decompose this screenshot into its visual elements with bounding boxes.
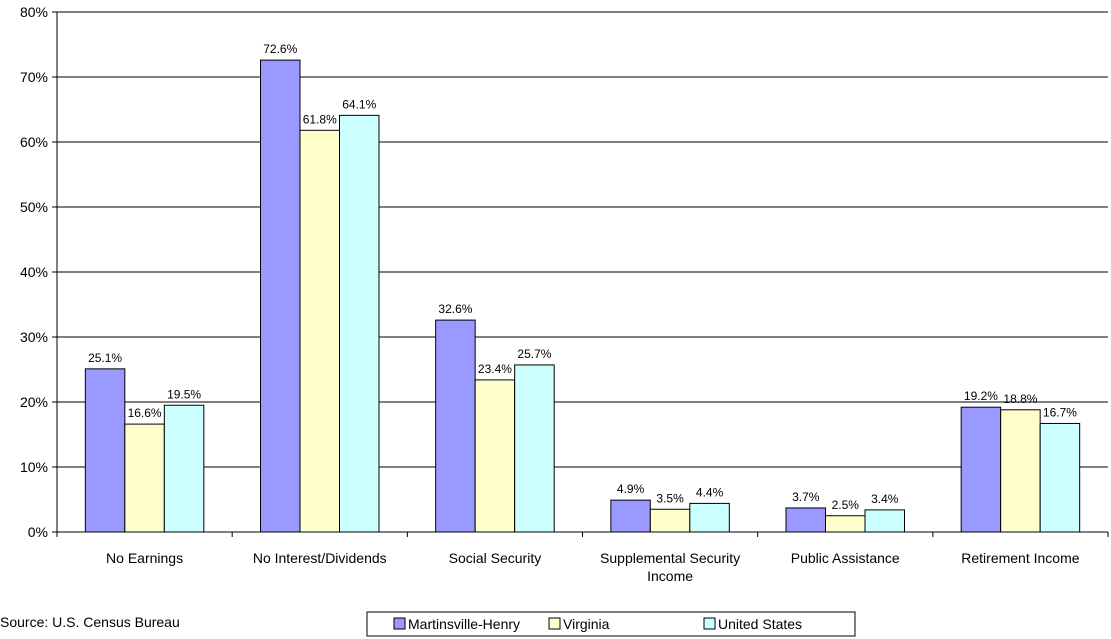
legend: Martinsville-Henry Virginia United States [366, 611, 856, 637]
source-note: Source: U.S. Census Bureau [0, 614, 180, 630]
y-tick-label: 80% [20, 4, 48, 20]
data-label: 61.8% [303, 112, 337, 126]
legend-label: Virginia [563, 616, 610, 632]
y-tick-label: 50% [20, 199, 48, 215]
data-label: 4.4% [696, 485, 724, 499]
bar [649, 508, 691, 533]
axes: 0% 10% 20% 30% 40% 50% 60% 70% 80% No Earnings No … [20, 4, 1109, 584]
data-labels: 25.1% 16.6% 19.5% 72.6% 61.8% 64.1% 32.6% 23.4%… [88, 42, 1077, 512]
y-tick-label: 70% [20, 69, 48, 85]
y-tick-label: 60% [20, 134, 48, 150]
data-label: 2.5% [832, 498, 860, 512]
legend-label: Martinsville-Henry [408, 616, 520, 632]
bar [435, 319, 476, 533]
legend-label: United States [718, 616, 802, 632]
data-label: 3.5% [656, 491, 684, 505]
bar [84, 368, 126, 533]
x-tick-label: Retirement Income [961, 550, 1079, 566]
bar [610, 499, 651, 533]
y-tick-label: 40% [20, 264, 48, 280]
bar [339, 114, 380, 533]
data-label: 3.7% [792, 490, 820, 504]
bars [84, 59, 1081, 533]
data-label: 16.7% [1043, 405, 1077, 419]
x-tick-label: Supplemental Security Income [600, 550, 740, 584]
data-label: 19.2% [964, 389, 998, 403]
bar [785, 507, 826, 533]
data-label: 23.4% [478, 362, 512, 376]
x-tick-label: No Interest/Dividends [253, 550, 387, 566]
legend-box [366, 611, 856, 637]
bar [124, 423, 165, 533]
legend-swatch [393, 617, 406, 630]
data-label: 32.6% [438, 302, 472, 316]
data-label: 64.1% [342, 97, 376, 111]
bar [260, 59, 301, 533]
bar [864, 509, 905, 533]
data-label: 72.6% [263, 42, 297, 56]
bar [960, 406, 1002, 533]
bar [825, 515, 866, 533]
data-label: 16.6% [128, 406, 162, 420]
bar [299, 129, 340, 533]
data-label: 3.4% [871, 492, 899, 506]
data-label: 4.9% [617, 482, 645, 496]
bar [514, 364, 555, 533]
bar [1000, 409, 1041, 533]
gridlines [57, 11, 1108, 468]
y-tick-label: 0% [28, 524, 48, 540]
x-tick-label: No Earnings [106, 550, 183, 566]
data-label: 25.1% [88, 351, 122, 365]
y-tick-label: 20% [20, 394, 48, 410]
legend-swatch [548, 617, 561, 630]
bar [163, 404, 205, 533]
bar [1039, 422, 1081, 533]
y-tick-label: 30% [20, 329, 48, 345]
x-tick-label: Public Assistance [791, 550, 900, 566]
data-label: 25.7% [517, 347, 551, 361]
data-label: 19.5% [167, 387, 201, 401]
y-tick-label: 10% [20, 459, 48, 475]
legend-swatch [703, 617, 716, 630]
bar [474, 379, 516, 533]
data-label: 18.8% [1003, 392, 1037, 406]
bar [689, 502, 730, 533]
x-tick-label: Social Security [449, 550, 542, 566]
